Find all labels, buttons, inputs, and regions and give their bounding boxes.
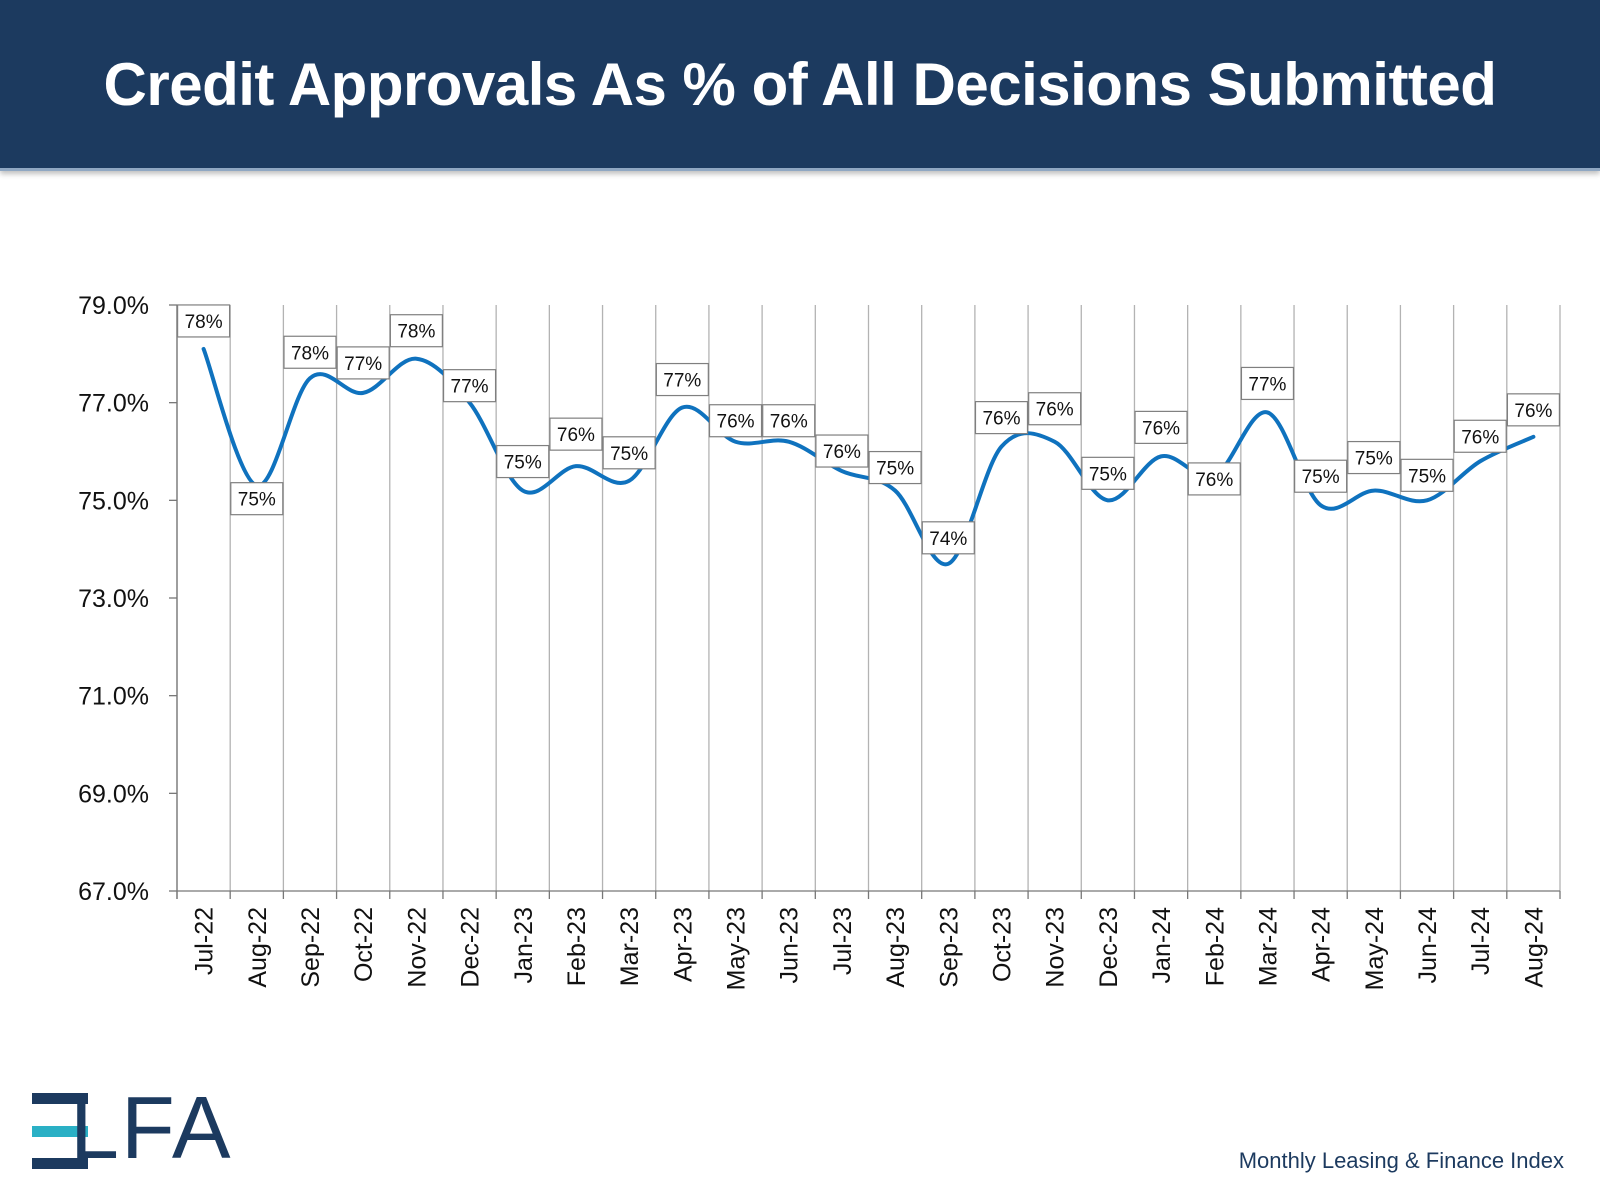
y-tick-label: 69.0% bbox=[78, 780, 149, 808]
data-label-box bbox=[389, 314, 443, 348]
data-label: 74% bbox=[929, 529, 967, 550]
data-label-box bbox=[1400, 458, 1454, 492]
data-label-box bbox=[1347, 440, 1401, 475]
y-tick-label: 75.0% bbox=[78, 487, 149, 515]
data-label-box bbox=[1453, 419, 1507, 453]
data-label-box bbox=[1187, 462, 1241, 496]
x-tick-label: Mar-23 bbox=[616, 907, 644, 986]
data-label-box bbox=[921, 521, 975, 555]
x-tick-label: May-23 bbox=[723, 907, 751, 990]
y-tick-label: 79.0% bbox=[78, 292, 149, 320]
x-tick-label: Sep-23 bbox=[935, 907, 963, 988]
data-label: 77% bbox=[344, 354, 382, 375]
data-label: 76% bbox=[1461, 427, 1499, 448]
y-tick-label: 71.0% bbox=[78, 683, 149, 711]
data-label: 76% bbox=[1142, 418, 1180, 439]
data-label: 76% bbox=[982, 409, 1020, 430]
logo-bar-middle bbox=[32, 1126, 88, 1137]
data-label-box bbox=[1081, 456, 1135, 490]
x-tick-label: Aug-24 bbox=[1520, 907, 1548, 988]
x-tick-label: Apr-23 bbox=[669, 907, 697, 982]
data-label-box bbox=[602, 436, 656, 470]
elfa-logo-bars bbox=[32, 1093, 88, 1169]
data-label: 76% bbox=[557, 425, 595, 446]
data-label-box bbox=[1028, 392, 1082, 426]
data-label-box bbox=[1506, 393, 1561, 427]
data-label: 78% bbox=[185, 312, 223, 333]
data-label-box bbox=[762, 404, 816, 438]
data-label-box bbox=[974, 401, 1029, 435]
data-label-box bbox=[815, 434, 869, 468]
x-tick-label: Apr-24 bbox=[1308, 907, 1336, 982]
x-tick-label: Jan-23 bbox=[510, 907, 538, 983]
x-tick-label: Sep-22 bbox=[297, 907, 325, 988]
data-label: 78% bbox=[291, 343, 329, 364]
data-label: 77% bbox=[663, 371, 701, 392]
x-tick-label: Jul-24 bbox=[1467, 907, 1495, 975]
data-label: 76% bbox=[1036, 400, 1074, 421]
x-tick-label: Aug-22 bbox=[244, 907, 272, 988]
logo-bar-top bbox=[32, 1093, 88, 1104]
x-tick-label: Jun-23 bbox=[776, 907, 804, 983]
data-label-box bbox=[283, 335, 337, 369]
data-label-box bbox=[708, 404, 763, 438]
x-tick-label: Feb-23 bbox=[563, 907, 591, 986]
data-label: 75% bbox=[1355, 449, 1393, 470]
footer-text: Monthly Leasing & Finance Index bbox=[1238, 1148, 1564, 1173]
data-label: 75% bbox=[610, 444, 648, 465]
logo-bar-bottom bbox=[32, 1158, 88, 1169]
data-label: 77% bbox=[1248, 374, 1286, 395]
x-tick-label: Feb-24 bbox=[1201, 907, 1229, 986]
data-label: 75% bbox=[1408, 466, 1446, 487]
x-tick-label: Nov-23 bbox=[1042, 907, 1070, 988]
data-label: 75% bbox=[1302, 467, 1340, 488]
data-label: 75% bbox=[504, 453, 542, 474]
data-label-box bbox=[442, 369, 497, 403]
data-label: 78% bbox=[397, 322, 435, 343]
chart-title: Credit Approvals As % of All Decisions S… bbox=[103, 50, 1497, 118]
data-label: 76% bbox=[770, 412, 808, 433]
data-label: 76% bbox=[717, 412, 755, 433]
data-label: 75% bbox=[876, 459, 914, 480]
data-label-box bbox=[1134, 410, 1188, 444]
data-label-box bbox=[1240, 366, 1295, 401]
y-tick-label: 77.0% bbox=[78, 390, 149, 418]
data-label-box bbox=[336, 346, 390, 380]
x-tick-label: Jun-24 bbox=[1414, 907, 1442, 984]
x-tick-label: Mar-24 bbox=[1254, 907, 1282, 986]
elfa-logo-text: LFA bbox=[70, 1078, 233, 1177]
data-label: 76% bbox=[1195, 470, 1233, 491]
data-label-box bbox=[230, 482, 284, 516]
x-tick-label: Nov-22 bbox=[403, 907, 431, 988]
x-tick-label: Oct-23 bbox=[988, 907, 1016, 982]
y-tick-label: 73.0% bbox=[78, 585, 149, 613]
x-tick-label: May-24 bbox=[1361, 907, 1389, 990]
x-tick-label: Jan-24 bbox=[1148, 907, 1176, 984]
data-label-box bbox=[868, 450, 922, 485]
data-label: 75% bbox=[1089, 464, 1127, 485]
x-tick-label: Oct-22 bbox=[350, 907, 378, 982]
x-tick-label: Dec-23 bbox=[1095, 907, 1123, 988]
x-tick-label: Jul-22 bbox=[191, 907, 219, 975]
data-label: 76% bbox=[823, 442, 861, 463]
data-label-box bbox=[549, 417, 603, 451]
y-tick-label: 67.0% bbox=[78, 878, 149, 906]
x-tick-label: Jul-23 bbox=[829, 907, 857, 975]
data-label: 75% bbox=[238, 490, 276, 511]
data-label-box bbox=[655, 362, 709, 397]
data-label-box bbox=[496, 444, 550, 479]
x-tick-label: Aug-23 bbox=[882, 907, 910, 988]
data-label-box bbox=[176, 304, 231, 338]
data-label-box bbox=[1294, 459, 1348, 493]
data-label: 77% bbox=[451, 377, 489, 398]
x-tick-label: Dec-22 bbox=[457, 907, 485, 988]
data-label: 76% bbox=[1514, 401, 1552, 422]
header-banner: Credit Approvals As % of All Decisions S… bbox=[0, 0, 1600, 171]
